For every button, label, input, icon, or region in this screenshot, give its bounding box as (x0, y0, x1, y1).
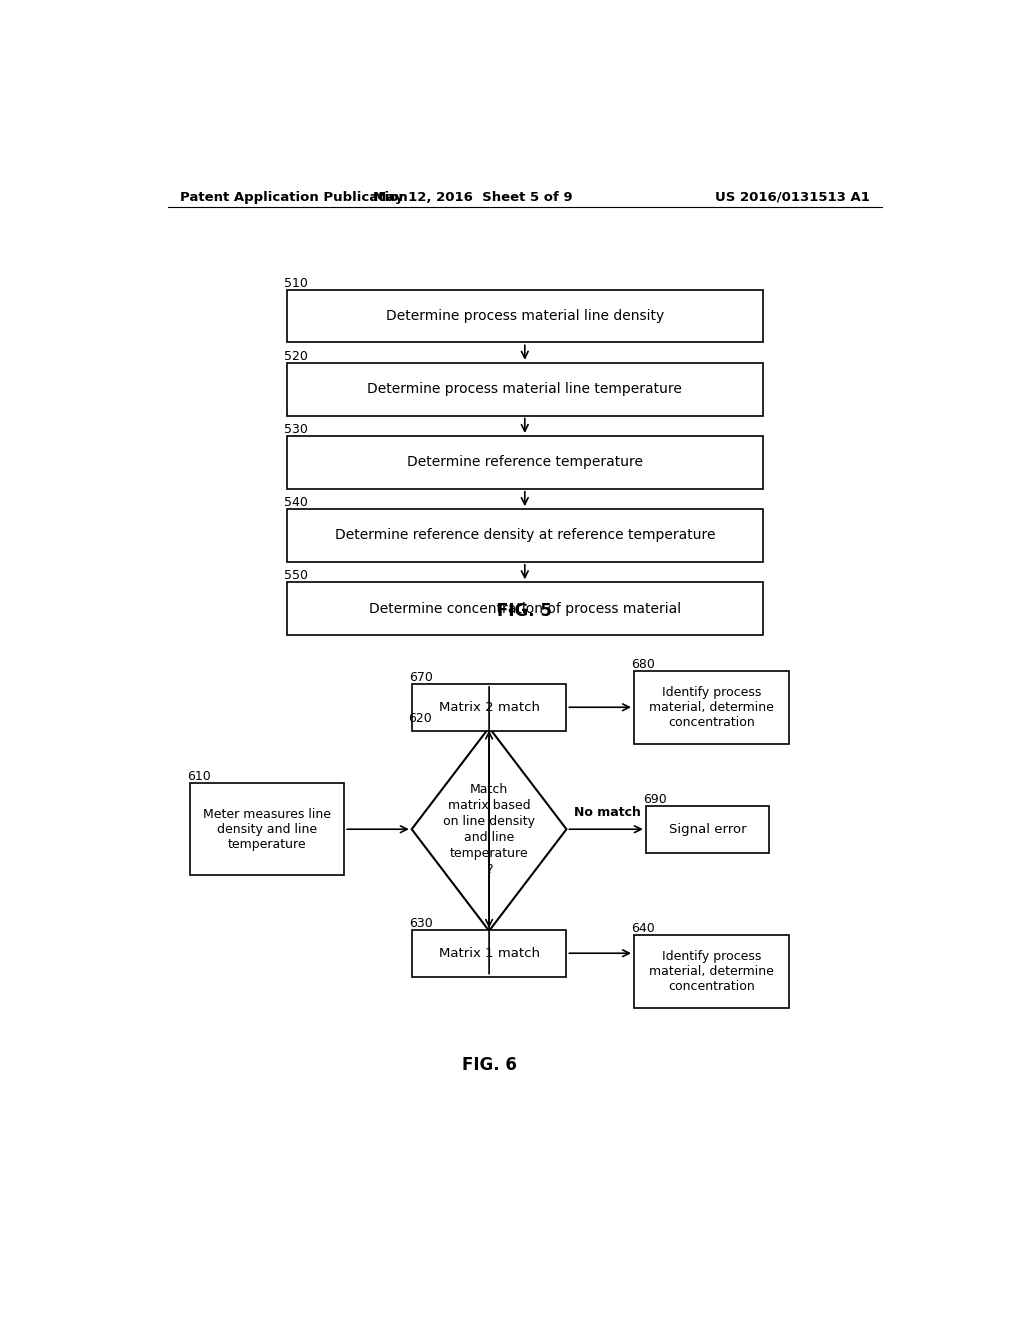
Text: Matrix 2 match: Matrix 2 match (438, 701, 540, 714)
Text: Determine reference density at reference temperature: Determine reference density at reference… (335, 528, 715, 543)
Text: Determine process material line density: Determine process material line density (386, 309, 664, 323)
Text: Determine process material line temperature: Determine process material line temperat… (368, 381, 682, 396)
Text: 510: 510 (285, 276, 308, 289)
Text: Patent Application Publication: Patent Application Publication (179, 190, 408, 203)
Bar (287, 436, 763, 488)
Bar (634, 671, 788, 744)
Text: Matrix 1 match: Matrix 1 match (438, 946, 540, 960)
Text: 630: 630 (410, 917, 433, 929)
Bar (412, 684, 566, 731)
Text: 620: 620 (408, 711, 431, 725)
Text: Identify process
material, determine
concentration: Identify process material, determine con… (649, 950, 774, 993)
Text: No match: No match (574, 807, 641, 818)
Text: Match
matrix based
on line density
and line
temperature
?: Match matrix based on line density and l… (443, 783, 536, 875)
Text: 640: 640 (632, 921, 655, 935)
Text: FIG. 5: FIG. 5 (498, 602, 552, 619)
Bar (287, 582, 763, 635)
Text: 680: 680 (632, 657, 655, 671)
Text: 550: 550 (285, 569, 308, 582)
Text: 520: 520 (285, 350, 308, 363)
Bar (287, 363, 763, 416)
Text: FIG. 6: FIG. 6 (462, 1056, 516, 1074)
Text: Determine reference temperature: Determine reference temperature (407, 455, 643, 470)
Bar (646, 805, 769, 853)
Bar (189, 784, 344, 875)
Bar (287, 510, 763, 562)
Text: Meter measures line
density and line
temperature: Meter measures line density and line tem… (203, 808, 331, 850)
Text: 610: 610 (187, 771, 211, 784)
Polygon shape (412, 727, 566, 931)
Text: Determine concentration of process material: Determine concentration of process mater… (369, 602, 681, 615)
Text: 690: 690 (643, 793, 668, 805)
Text: 670: 670 (410, 671, 433, 684)
Bar (634, 935, 788, 1008)
Bar (287, 289, 763, 342)
Text: May 12, 2016  Sheet 5 of 9: May 12, 2016 Sheet 5 of 9 (374, 190, 573, 203)
Text: 540: 540 (285, 496, 308, 510)
Text: Signal error: Signal error (669, 822, 746, 836)
Text: 530: 530 (285, 422, 308, 436)
Text: Identify process
material, determine
concentration: Identify process material, determine con… (649, 686, 774, 729)
Bar (412, 929, 566, 977)
Text: US 2016/0131513 A1: US 2016/0131513 A1 (715, 190, 870, 203)
